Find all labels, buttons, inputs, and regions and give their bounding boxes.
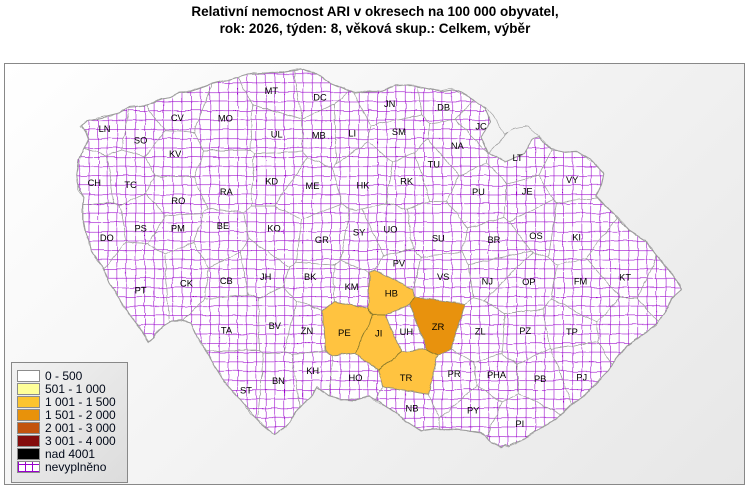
svg-text:TR: TR — [400, 373, 413, 384]
svg-text:PZ: PZ — [519, 326, 531, 336]
svg-text:JI: JI — [375, 328, 382, 339]
svg-text:JE: JE — [522, 187, 533, 197]
svg-text:BK: BK — [304, 272, 317, 282]
svg-text:PE: PE — [338, 328, 351, 339]
svg-text:PU: PU — [472, 187, 485, 197]
svg-text:ZN: ZN — [301, 326, 313, 336]
svg-text:KD: KD — [265, 177, 278, 187]
svg-text:CK: CK — [180, 278, 194, 288]
svg-text:HO: HO — [349, 373, 363, 383]
svg-text:UL: UL — [271, 130, 283, 140]
svg-text:VY: VY — [566, 175, 578, 185]
svg-text:LT: LT — [513, 153, 523, 163]
svg-text:FM: FM — [574, 276, 587, 286]
svg-text:BE: BE — [217, 221, 229, 231]
svg-text:LI: LI — [348, 129, 356, 139]
svg-text:ZL: ZL — [475, 327, 486, 337]
svg-text:ME: ME — [306, 181, 320, 191]
svg-text:PT: PT — [135, 286, 147, 296]
svg-text:UH: UH — [400, 327, 413, 337]
svg-text:MO: MO — [218, 114, 233, 124]
svg-text:PY: PY — [467, 405, 479, 415]
svg-text:DB: DB — [437, 103, 450, 113]
svg-text:RA: RA — [220, 187, 234, 197]
svg-text:RK: RK — [400, 177, 414, 187]
svg-text:LN: LN — [99, 124, 111, 134]
svg-text:KV: KV — [169, 149, 182, 159]
svg-text:GR: GR — [315, 235, 329, 245]
svg-text:OS: OS — [529, 231, 542, 241]
svg-text:PJ: PJ — [576, 372, 587, 382]
svg-text:SY: SY — [353, 228, 365, 238]
svg-text:VS: VS — [437, 272, 449, 282]
svg-text:NB: NB — [406, 404, 419, 414]
svg-text:ZR: ZR — [432, 322, 445, 333]
svg-text:TA: TA — [221, 325, 233, 335]
svg-text:NA: NA — [451, 141, 465, 151]
svg-text:TP: TP — [566, 327, 578, 337]
svg-text:CB: CB — [220, 276, 233, 286]
svg-text:PB: PB — [534, 374, 546, 384]
svg-text:KO: KO — [267, 224, 280, 234]
svg-text:BR: BR — [487, 235, 500, 245]
svg-text:SM: SM — [392, 127, 406, 137]
svg-text:KM: KM — [345, 282, 359, 292]
svg-text:KI: KI — [572, 233, 581, 243]
svg-text:PS: PS — [134, 224, 146, 234]
svg-text:RO: RO — [171, 196, 185, 206]
svg-text:JH: JH — [260, 272, 271, 282]
svg-text:DC: DC — [313, 92, 327, 102]
svg-text:CH: CH — [88, 178, 101, 188]
svg-text:PM: PM — [171, 224, 185, 234]
svg-text:BN: BN — [272, 376, 285, 386]
svg-text:PR: PR — [448, 369, 461, 379]
svg-text:JC: JC — [475, 122, 487, 132]
svg-text:BV: BV — [269, 321, 282, 331]
svg-text:TU: TU — [428, 159, 440, 169]
svg-text:NJ: NJ — [482, 276, 493, 286]
svg-text:HB: HB — [385, 288, 398, 299]
svg-text:SO: SO — [134, 135, 147, 145]
svg-text:HK: HK — [357, 181, 371, 191]
svg-text:JN: JN — [384, 99, 395, 109]
svg-text:CV: CV — [171, 113, 185, 123]
svg-text:MB: MB — [312, 130, 326, 140]
svg-text:UO: UO — [384, 224, 398, 234]
svg-text:OP: OP — [522, 277, 535, 287]
svg-text:TC: TC — [124, 180, 137, 190]
svg-text:MT: MT — [265, 86, 279, 96]
svg-text:SU: SU — [432, 234, 445, 244]
svg-text:PHA: PHA — [487, 370, 507, 380]
svg-text:PV: PV — [393, 259, 406, 269]
svg-text:KT: KT — [619, 273, 631, 283]
svg-text:PI: PI — [515, 419, 524, 429]
svg-text:DO: DO — [100, 233, 114, 243]
svg-text:ST: ST — [240, 385, 252, 395]
svg-text:KH: KH — [306, 366, 319, 376]
